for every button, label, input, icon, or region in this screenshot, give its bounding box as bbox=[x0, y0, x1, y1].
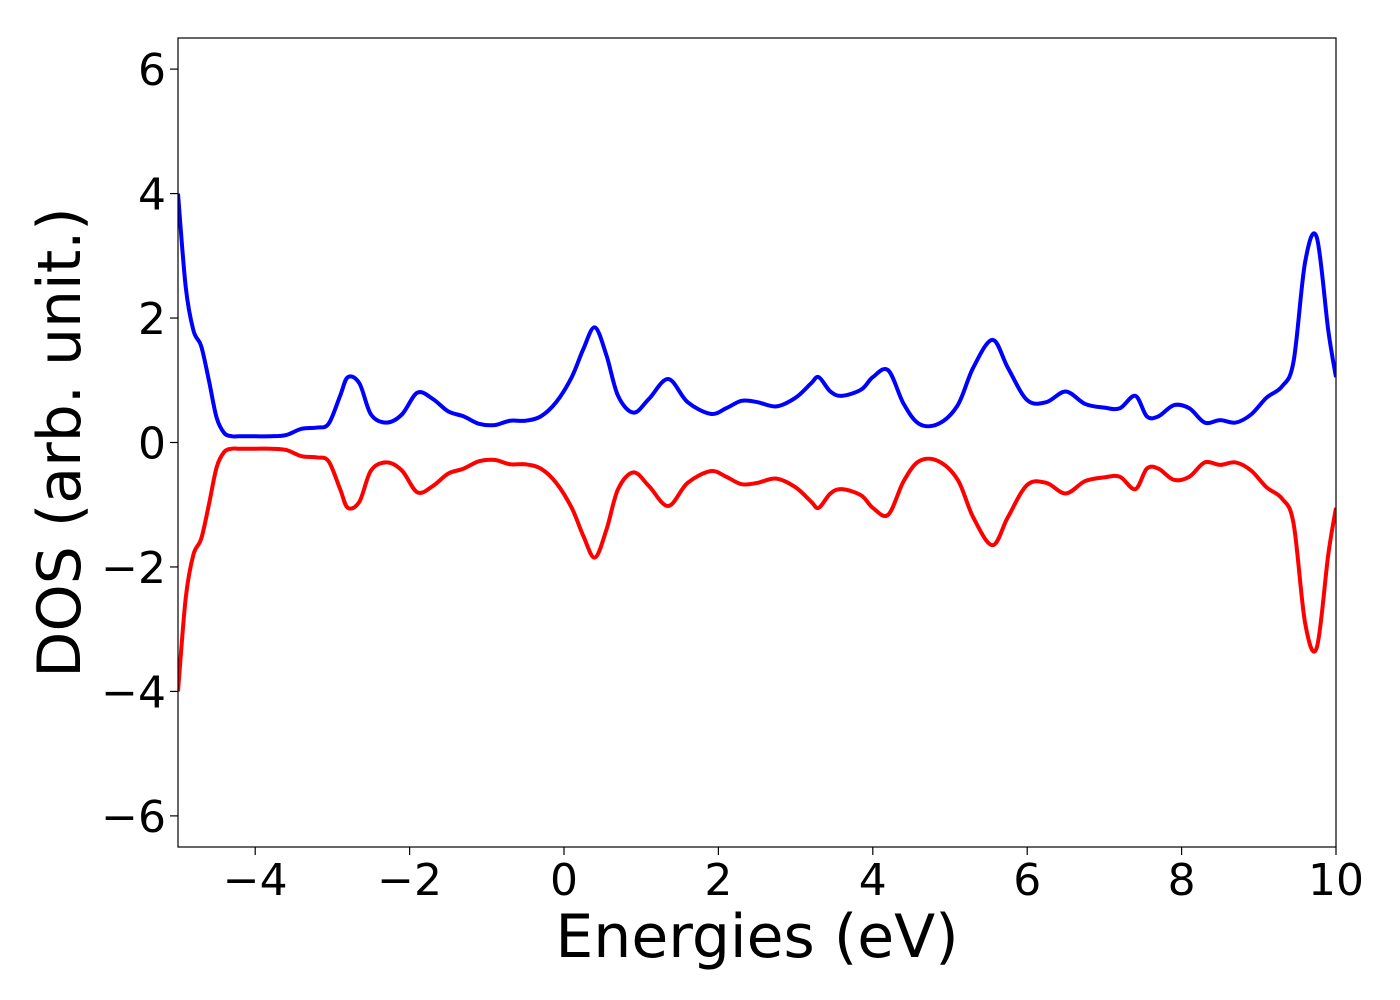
x-tick-label: 4 bbox=[859, 855, 887, 906]
y-tick-label: 0 bbox=[138, 419, 166, 470]
y-tick-label: 2 bbox=[138, 294, 166, 345]
y-tick-label: −2 bbox=[101, 543, 166, 594]
y-tick-label: −4 bbox=[101, 667, 166, 718]
y-tick-label: 4 bbox=[138, 170, 166, 221]
x-axis-title: Energies (eV) bbox=[555, 902, 958, 972]
series-line-spin-down bbox=[178, 446, 1336, 692]
y-tick-label: 6 bbox=[138, 45, 166, 96]
series-line-spin-up bbox=[178, 193, 1336, 439]
x-axis: −4 −2 0 2 4 6 8 10 bbox=[223, 847, 1364, 906]
series-layer bbox=[178, 193, 1336, 692]
y-tick-label: −6 bbox=[101, 792, 166, 843]
x-tick-label: 8 bbox=[1168, 855, 1196, 906]
y-axis: −6 −4 −2 0 2 4 6 bbox=[101, 45, 178, 843]
x-tick-label: 6 bbox=[1013, 855, 1041, 906]
x-tick-label: −2 bbox=[377, 855, 442, 906]
x-tick-label: 0 bbox=[550, 855, 578, 906]
x-tick-label: 2 bbox=[704, 855, 732, 906]
x-tick-label: −4 bbox=[223, 855, 288, 906]
x-tick-label: 10 bbox=[1308, 855, 1364, 906]
y-axis-title: DOS (arb. unit.) bbox=[25, 207, 95, 677]
